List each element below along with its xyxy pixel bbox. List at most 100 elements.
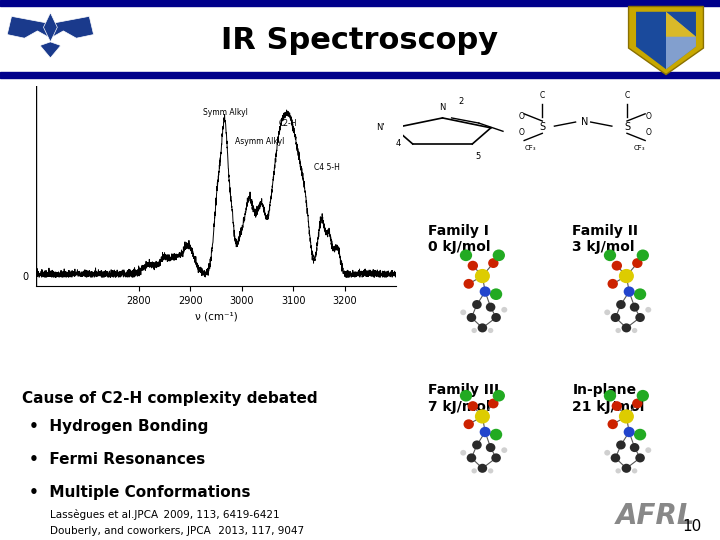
Circle shape [645,307,652,313]
Polygon shape [666,12,696,69]
Text: 5: 5 [476,152,481,161]
Circle shape [604,390,616,402]
Circle shape [460,450,467,456]
Circle shape [492,390,505,402]
Circle shape [608,279,618,289]
Text: Cause of C2-H complexity debated: Cause of C2-H complexity debated [22,392,318,407]
Circle shape [611,454,620,462]
Circle shape [634,429,647,441]
Circle shape [491,313,501,322]
Circle shape [491,454,501,462]
Circle shape [467,401,478,411]
Circle shape [632,468,637,474]
Circle shape [475,269,490,283]
Text: 4: 4 [395,139,400,148]
Circle shape [467,261,478,271]
Circle shape [616,300,626,309]
Circle shape [460,390,472,402]
Circle shape [464,279,474,289]
Circle shape [611,261,622,271]
Circle shape [460,309,467,315]
Circle shape [616,468,621,474]
Circle shape [604,249,616,261]
Polygon shape [40,42,60,58]
Circle shape [467,454,476,462]
Text: IR Spectroscopy: IR Spectroscopy [222,26,498,55]
Circle shape [490,429,503,441]
Circle shape [480,286,490,297]
Circle shape [488,328,493,333]
Text: O: O [645,129,651,137]
Text: Symm Alkyl: Symm Alkyl [203,109,248,117]
Text: CF₃: CF₃ [524,145,536,151]
Circle shape [624,286,634,297]
Circle shape [621,323,631,333]
Text: Lassègues et al.JPCA  2009, 113, 6419-6421: Lassègues et al.JPCA 2009, 113, 6419-64… [50,509,280,520]
Circle shape [632,399,642,408]
Text: S: S [539,122,545,132]
Circle shape [477,464,487,473]
Text: O: O [518,129,524,137]
Bar [0,0,720,6]
Circle shape [464,419,474,429]
Circle shape [616,328,621,333]
Polygon shape [629,6,703,75]
Circle shape [488,399,498,408]
Circle shape [486,443,495,452]
Text: N: N [439,103,446,112]
Circle shape [604,309,611,315]
Circle shape [501,307,508,313]
Text: C2-H: C2-H [279,119,297,128]
Polygon shape [636,12,696,69]
Circle shape [501,447,508,453]
Circle shape [486,302,495,312]
Text: N: N [581,117,588,127]
Text: S: S [624,122,630,132]
Text: Douberly, and coworkers, JPCA   2013, 117, 9047: Douberly, and coworkers, JPCA 2013, 117,… [50,526,305,537]
Circle shape [477,323,487,333]
Circle shape [472,328,477,333]
Circle shape [472,468,477,474]
Polygon shape [7,16,50,38]
Circle shape [472,300,482,309]
Circle shape [480,427,490,437]
Circle shape [635,313,645,322]
X-axis label: ν (cm⁻¹): ν (cm⁻¹) [194,312,238,321]
Text: In-plane
21 kJ/mol: In-plane 21 kJ/mol [572,383,645,414]
Text: Family II
3 kJ/mol: Family II 3 kJ/mol [572,224,639,254]
Text: N': N' [377,123,385,132]
Circle shape [616,441,626,449]
Text: 2: 2 [458,97,463,106]
Circle shape [488,468,493,474]
Circle shape [488,258,498,268]
Text: Family III
7 kJ/mol: Family III 7 kJ/mol [428,383,500,414]
Text: •  Hydrogen Bonding: • Hydrogen Bonding [29,418,208,434]
Circle shape [621,464,631,473]
Text: 0: 0 [22,272,29,282]
Circle shape [619,409,634,423]
Circle shape [624,427,634,437]
Polygon shape [666,12,696,37]
Text: Family I
0 kJ/mol: Family I 0 kJ/mol [428,224,491,254]
Text: 10: 10 [683,519,702,534]
Text: O: O [645,112,651,121]
Circle shape [636,390,649,402]
Circle shape [460,249,472,261]
Circle shape [630,443,639,452]
Circle shape [604,450,611,456]
Circle shape [635,454,645,462]
Circle shape [632,258,642,268]
Circle shape [632,328,637,333]
Circle shape [475,409,490,423]
Text: C4 5-H: C4 5-H [314,163,340,172]
Circle shape [608,419,618,429]
Circle shape [630,302,639,312]
Polygon shape [50,16,94,38]
Text: C: C [540,91,545,100]
Text: •  Multiple Conformations: • Multiple Conformations [29,485,251,501]
Circle shape [472,441,482,449]
Circle shape [645,447,652,453]
Text: O: O [518,112,524,121]
Circle shape [611,313,620,322]
Circle shape [634,288,647,300]
